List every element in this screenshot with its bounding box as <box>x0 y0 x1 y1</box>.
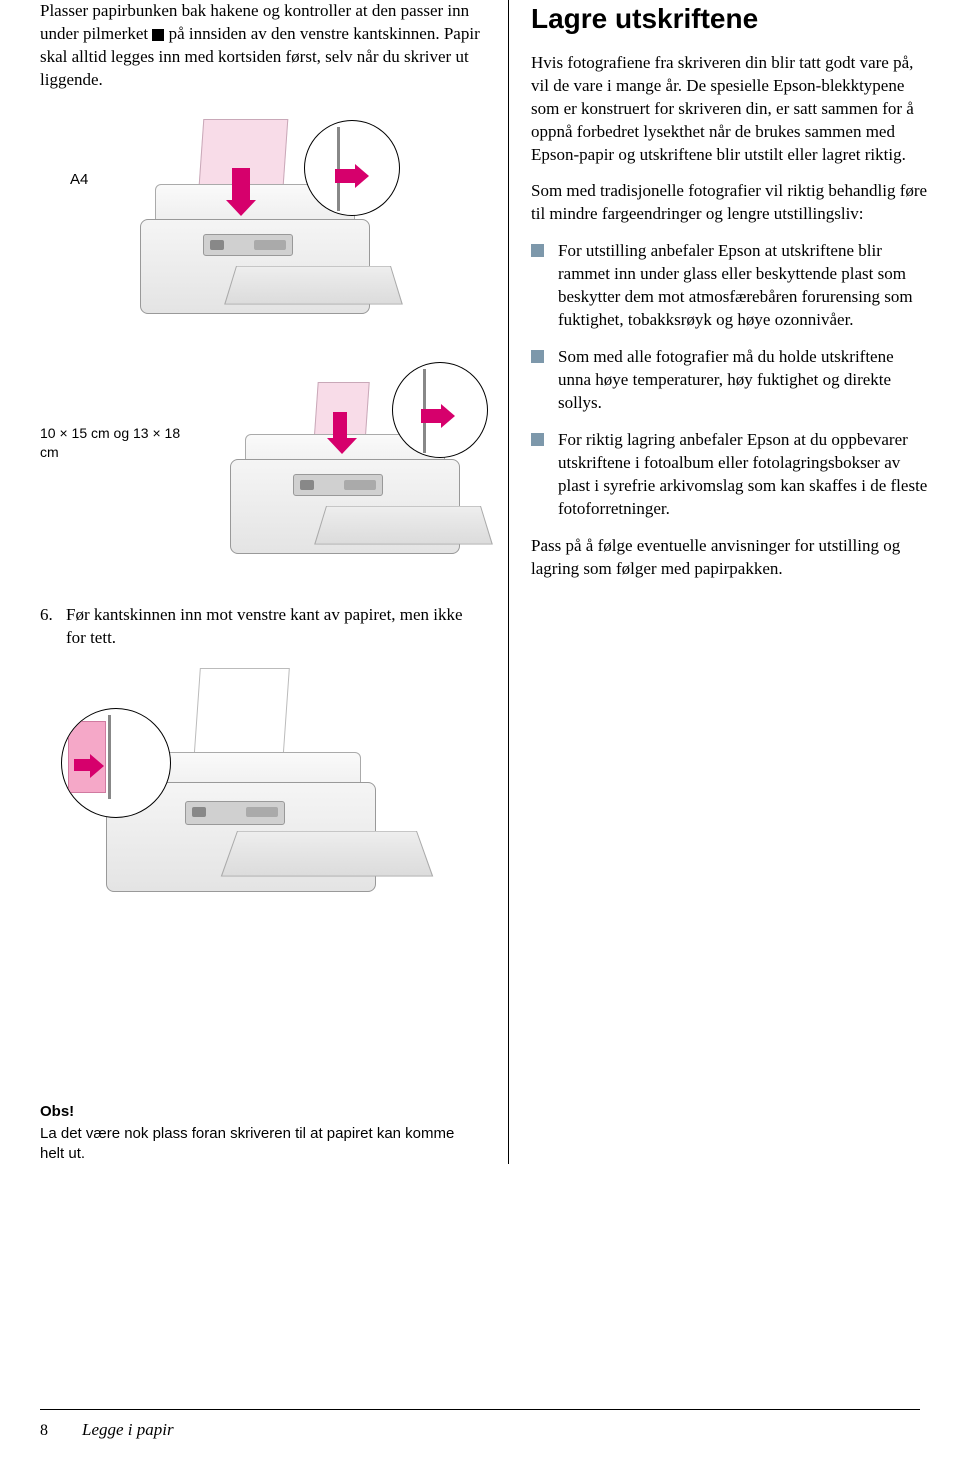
callout-circle <box>61 708 171 818</box>
control-panel <box>185 801 285 825</box>
obs-text: La det være nok plass foran skriveren ti… <box>40 1124 480 1165</box>
right-column: Lagre utskriftene Hvis fotografiene fra … <box>508 0 928 1164</box>
bullet-item-3: For riktig lagring anbefaler Epson at du… <box>531 429 928 521</box>
printer-base <box>230 459 460 554</box>
step-number: 6. <box>40 604 66 650</box>
printer-illustration-small <box>200 364 480 574</box>
callout-circle <box>392 362 488 458</box>
obs-note: Obs! La det være nok plass foran skriver… <box>40 1102 480 1165</box>
callout-circle <box>304 120 400 216</box>
section-heading: Lagre utskriftene <box>531 0 928 38</box>
footer-rule <box>40 1409 920 1410</box>
pink-arrow-right-icon <box>421 409 443 423</box>
bullet-item-1: For utstilling anbefaler Epson at utskri… <box>531 240 928 332</box>
figure-step6 <box>66 662 386 922</box>
step-6: 6. Før kantskinnen inn mot venstre kant … <box>40 604 480 650</box>
right-p2: Som med tradisjonelle fotografier vil ri… <box>531 180 928 226</box>
footer: 8 Legge i papir <box>40 1419 174 1442</box>
callout-edge <box>108 715 111 799</box>
pink-arrow-right-icon <box>74 759 92 771</box>
arrow-marker-icon <box>152 29 164 39</box>
intro-paragraph: Plasser papirbunken bak hakene og kontro… <box>40 0 480 92</box>
step-text: Før kantskinnen inn mot venstre kant av … <box>66 604 480 650</box>
control-panel <box>293 474 383 496</box>
right-p3: Pass på å følge eventuelle anvisninger f… <box>531 535 928 581</box>
pink-arrow-down-icon <box>333 412 347 440</box>
pink-arrow-right-icon <box>335 169 357 183</box>
printer-illustration-step6 <box>66 662 386 922</box>
square-bullet-icon <box>531 350 544 363</box>
right-p1: Hvis fotografiene fra skriveren din blir… <box>531 52 928 167</box>
left-column: Plasser papirbunken bak hakene og kontro… <box>40 0 480 1164</box>
bullet-text: For utstilling anbefaler Epson at utskri… <box>558 240 928 332</box>
figure-a4: A4 <box>40 114 480 334</box>
bullet-item-2: Som med alle fotografier må du holde uts… <box>531 346 928 415</box>
output-tray <box>224 266 403 305</box>
figure-small: 10 × 15 cm og 13 × 18 cm <box>40 364 480 574</box>
output-tray <box>221 831 434 877</box>
square-bullet-icon <box>531 244 544 257</box>
chapter-title: Legge i papir <box>82 1419 174 1442</box>
printer-base <box>140 219 370 314</box>
bullet-text: For riktig lagring anbefaler Epson at du… <box>558 429 928 521</box>
square-bullet-icon <box>531 433 544 446</box>
output-tray <box>314 506 493 545</box>
obs-title: Obs! <box>40 1102 480 1122</box>
a4-label: A4 <box>40 114 90 190</box>
page-number: 8 <box>40 1420 48 1442</box>
bullet-text: Som med alle fotografier må du holde uts… <box>558 346 928 415</box>
control-panel <box>203 234 293 256</box>
printer-illustration-a4 <box>110 114 390 334</box>
pink-arrow-down-icon <box>232 168 250 202</box>
small-label: 10 × 15 cm og 13 × 18 cm <box>40 364 200 462</box>
